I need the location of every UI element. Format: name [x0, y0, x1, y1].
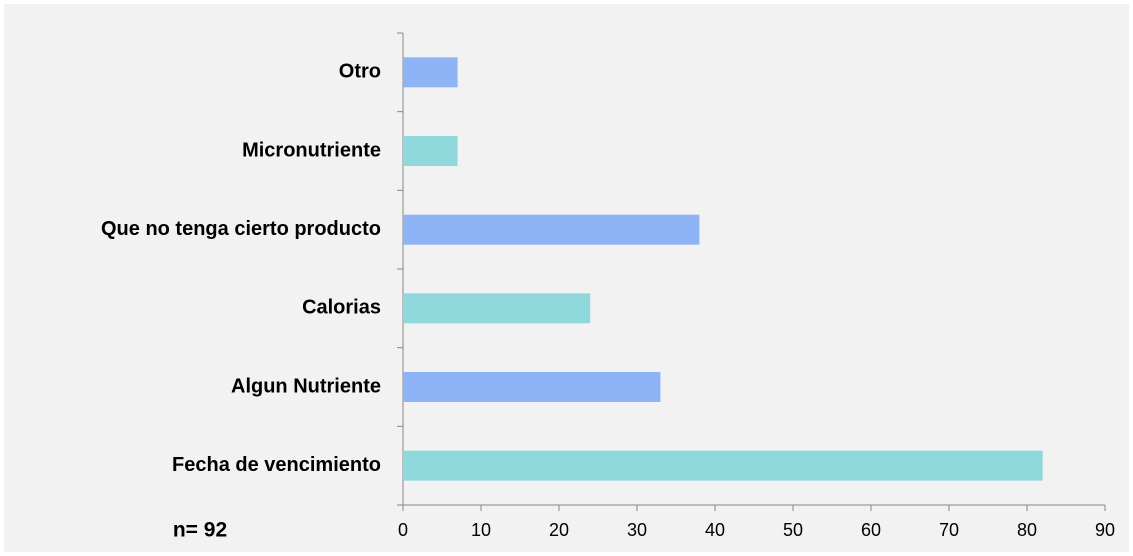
- bar: [403, 214, 700, 245]
- y-tick-label: Micronutriente: [242, 139, 381, 161]
- y-tick-label: Calorias: [302, 297, 381, 319]
- x-tick-label: 20: [549, 520, 569, 540]
- y-tick-label: Otro: [339, 61, 381, 83]
- x-tick-label: 10: [471, 520, 491, 540]
- x-tick-label: 30: [627, 520, 647, 540]
- bar: [403, 372, 661, 402]
- x-tick-label: 40: [705, 520, 725, 540]
- bar: [403, 450, 1043, 481]
- bar: [403, 57, 458, 88]
- y-tick-label: Fecha de vencimiento: [172, 454, 381, 476]
- y-tick-label: Algun Nutriente: [231, 375, 381, 397]
- y-tick-label: Que no tenga cierto producto: [101, 218, 381, 240]
- x-tick-label: 70: [939, 520, 959, 540]
- x-tick-label: 50: [783, 520, 803, 540]
- annotation: n= 92: [173, 519, 227, 542]
- bar: [403, 136, 458, 166]
- x-tick-label: 0: [398, 520, 408, 540]
- x-tick-label: 90: [1095, 520, 1115, 540]
- x-tick-label: 80: [1017, 520, 1037, 540]
- bar: [403, 293, 591, 324]
- x-tick-label: 60: [861, 520, 881, 540]
